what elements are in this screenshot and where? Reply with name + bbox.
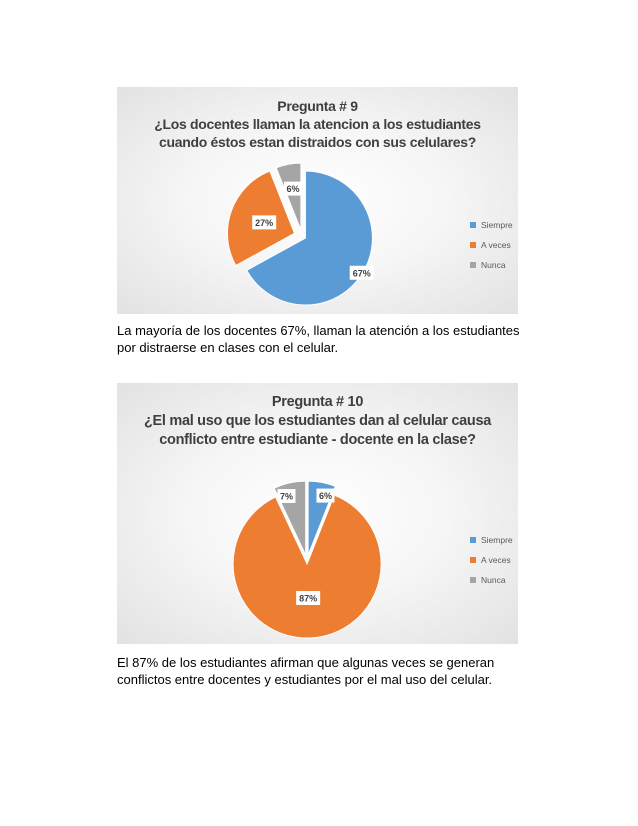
legend-label: Siempre bbox=[481, 220, 513, 230]
legend-item-nunca: Nunca bbox=[470, 570, 513, 590]
data-label-text: 27% bbox=[255, 218, 273, 228]
data-label: 6% bbox=[316, 488, 335, 503]
legend-item-a-veces: A veces bbox=[470, 235, 513, 255]
legend-label: A veces bbox=[481, 240, 511, 250]
data-label: 87% bbox=[296, 590, 321, 605]
chart-title-line: Pregunta # 10 bbox=[271, 394, 364, 410]
data-label: 27% bbox=[252, 215, 277, 230]
data-label-box bbox=[252, 215, 277, 230]
data-label: 6% bbox=[283, 181, 302, 196]
data-label-text: 87% bbox=[299, 593, 317, 603]
legend-label: Siempre bbox=[481, 535, 513, 545]
pie-chart: 6% 87% 7% bbox=[232, 480, 382, 639]
chart-pregunta-9: Pregunta # 9 ¿Los docentes llaman la ate… bbox=[117, 87, 518, 314]
chart-legend: Siempre A veces Nunca bbox=[470, 215, 513, 275]
chart-title: Pregunta # 10 ¿El mal uso que los estudi… bbox=[117, 393, 518, 450]
data-label-box bbox=[283, 181, 302, 196]
legend-item-a-veces: A veces bbox=[470, 550, 513, 570]
data-label-text: 7% bbox=[280, 492, 293, 502]
pie-slice-a-veces bbox=[232, 494, 382, 639]
chart-title-line: Pregunta # 9 bbox=[277, 98, 358, 114]
chart-title-line: ¿El mal uso que los estudiantes dan al c… bbox=[143, 413, 492, 429]
data-label-text: 6% bbox=[286, 184, 299, 194]
data-label: 67% bbox=[349, 265, 374, 280]
legend-item-siempre: Siempre bbox=[470, 530, 513, 550]
chart-title-line: conflicto entre estudiante - docente en … bbox=[159, 432, 476, 448]
caption-line: La mayoría de los docentes 67%, llaman l… bbox=[117, 323, 520, 338]
legend-swatch bbox=[470, 262, 476, 268]
legend-swatch bbox=[470, 577, 476, 583]
caption-line: El 87% de los estudiantes afirman que al… bbox=[117, 655, 495, 670]
legend-label: Nunca bbox=[481, 260, 506, 270]
pie-slice-nunca bbox=[275, 162, 302, 231]
legend-label: Nunca bbox=[481, 575, 506, 585]
legend-item-siempre: Siempre bbox=[470, 215, 513, 235]
legend-swatch bbox=[470, 222, 476, 228]
caption-pregunta-10: El 87% de los estudiantes afirman que al… bbox=[117, 654, 537, 688]
chart-pregunta-10: Pregunta # 10 ¿El mal uso que los estudi… bbox=[117, 383, 518, 644]
legend-label: A veces bbox=[481, 555, 511, 565]
data-label-box bbox=[349, 265, 374, 280]
chart-title-line: ¿Los docentes llaman la atencion a los e… bbox=[154, 116, 481, 132]
data-label: 7% bbox=[277, 489, 296, 504]
data-label-text: 67% bbox=[353, 268, 371, 278]
data-label-box bbox=[296, 590, 321, 605]
chart-title-line: cuando éstos estan distraidos con sus ce… bbox=[158, 134, 477, 150]
legend-swatch bbox=[470, 557, 476, 563]
caption-line: por distraerse en clases con el celular. bbox=[117, 340, 339, 355]
data-label-text: 6% bbox=[319, 491, 332, 501]
chart-legend: Siempre A veces Nunca bbox=[470, 530, 513, 590]
legend-swatch bbox=[470, 537, 476, 543]
caption-pregunta-9: La mayoría de los docentes 67%, llaman l… bbox=[117, 322, 537, 356]
data-label-box bbox=[277, 489, 296, 504]
legend-item-nunca: Nunca bbox=[470, 255, 513, 275]
caption-line: conflictos entre docentes y estudiantes … bbox=[117, 672, 493, 687]
chart-title: Pregunta # 9 ¿Los docentes llaman la ate… bbox=[117, 97, 518, 151]
legend-swatch bbox=[470, 242, 476, 248]
pie-chart: 67% 27% 6% bbox=[226, 162, 374, 306]
data-label-box bbox=[316, 488, 335, 503]
